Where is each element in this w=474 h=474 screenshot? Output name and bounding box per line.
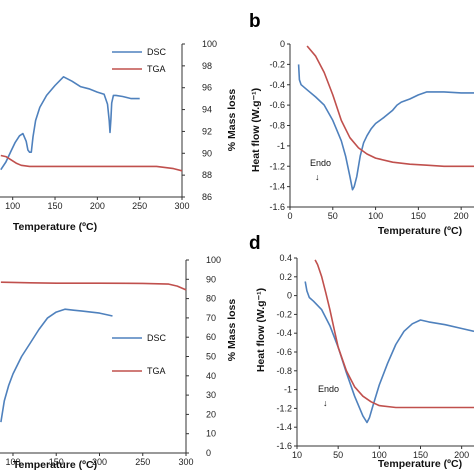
y-tick-label-d: 0.2	[279, 272, 292, 282]
x-tick-label-b: 200	[454, 211, 469, 221]
x-tick-label-d: 50	[333, 450, 343, 460]
y-tick-label-b: -0.8	[269, 121, 285, 131]
y-tick-label-b: -1.4	[269, 182, 285, 192]
series-line-dsc-a	[0, 76, 140, 171]
x-tick-label-c: 150	[49, 457, 64, 467]
y-tick-label-d: -1.2	[276, 403, 292, 413]
x-tick-label-b: 100	[368, 211, 383, 221]
y-right-tick-label-a: 94	[202, 105, 212, 115]
y-tick-label-d: -0.4	[276, 328, 292, 338]
x-tick-label-c: 250	[135, 457, 150, 467]
y-tick-label-b: -1.6	[269, 202, 285, 212]
x-tick-label-a: 300	[174, 201, 189, 211]
legend-label-tga-c: TGA	[147, 366, 166, 376]
endo-arrow-b: ↓	[315, 172, 320, 182]
x-axis-title-b: Temperature (ºC)	[378, 225, 462, 237]
x-tick-label-b: 0	[287, 211, 292, 221]
y-right-tick-label-c: 40	[206, 371, 216, 381]
series-line-tga-a	[0, 154, 183, 172]
x-tick-label-a: 100	[5, 201, 20, 211]
panel-b-letter: b	[249, 11, 261, 32]
y-right-tick-label-a: 86	[202, 192, 212, 202]
y-right-tick-label-c: 50	[206, 352, 216, 362]
x-tick-label-a: 200	[90, 201, 105, 211]
x-tick-label-c: 100	[5, 457, 20, 467]
y-tick-label-d: -1.6	[276, 441, 292, 451]
endo-annotation-d: Endo	[318, 384, 339, 394]
series-line-tga-b	[306, 45, 474, 168]
y-tick-label-b: -1.2	[269, 161, 285, 171]
x-axis-title-a: Temperature (ºC)	[13, 221, 97, 233]
endo-annotation-b: Endo	[310, 158, 331, 168]
x-tick-label-d: 100	[372, 450, 387, 460]
legend-label-dsc-c: DSC	[147, 333, 167, 343]
y-tick-label-b: 0	[280, 39, 285, 49]
y-right-tick-label-c: 20	[206, 409, 216, 419]
x-tick-label-c: 200	[92, 457, 107, 467]
y-right-tick-label-c: 60	[206, 332, 216, 342]
panel-d-letter: d	[249, 233, 261, 254]
legend-label-tga-a: TGA	[147, 64, 166, 74]
y-right-tick-label-c: 90	[206, 274, 216, 284]
panel-d: 10 50 100 150 200 0.4 0.2 0 -0.2 -0.4 -0.6 -0.8 -1 -1…	[255, 253, 474, 470]
x-tick-label-d: 10	[292, 450, 302, 460]
y-right-tick-label-a: 98	[202, 61, 212, 71]
y-tick-label-d: 0.4	[279, 253, 292, 263]
y-tick-label-d: -0.8	[276, 366, 292, 376]
x-tick-label-d: 200	[454, 450, 469, 460]
x-tick-label-a: 250	[132, 201, 147, 211]
endo-arrow-d: ↓	[323, 398, 328, 408]
y-axis-title-a: % Mass loss	[226, 89, 238, 152]
x-tick-label-d: 150	[413, 450, 428, 460]
y-right-tick-label-c: 100	[206, 255, 221, 265]
y-axis-title-c: % Mass loss	[226, 299, 238, 362]
x-axis-title-d: Temperature (ºC)	[378, 458, 462, 470]
y-right-tick-label-a: 90	[202, 148, 212, 158]
y-tick-label-d: -0.6	[276, 347, 292, 357]
series-line-dsc-b	[297, 64, 474, 191]
y-tick-label-b: -1	[277, 141, 285, 151]
panel-c: 100 150 200 250 300 0 10 20 30 40 50 60 70 80 90 100 % M…	[0, 255, 238, 471]
y-right-tick-label-a: 96	[202, 83, 212, 93]
y-right-tick-label-c: 30	[206, 390, 216, 400]
y-tick-label-b: -0.2	[269, 59, 285, 69]
y-right-tick-label-a: 88	[202, 170, 212, 180]
y-axis-title-b: Heat flow (W.g⁻¹)	[250, 88, 262, 172]
x-tick-label-b: 150	[411, 211, 426, 221]
y-tick-label-b: -0.4	[269, 80, 285, 90]
y-right-tick-label-c: 10	[206, 429, 216, 439]
y-tick-label-d: 0	[287, 291, 292, 301]
panel-a: 100 150 200 250 300 86 88 90 92 94 96 98 100 % Mass l…	[0, 39, 238, 233]
x-tick-label-c: 300	[178, 457, 193, 467]
y-tick-label-b: -0.6	[269, 100, 285, 110]
series-line-tga-c	[0, 281, 187, 291]
series-line-dsc-c	[0, 308, 113, 423]
series-line-dsc-d	[304, 281, 474, 424]
panel-b: 0 50 100 150 200 0 -0.2 -0.4 -0.6 -0.8 -1 -1.2 -1.4 -…	[250, 39, 474, 237]
legend-label-dsc-a: DSC	[147, 47, 167, 57]
x-tick-label-b: 50	[328, 211, 338, 221]
y-tick-label-d: -1.4	[276, 422, 292, 432]
x-tick-label-a: 150	[48, 201, 63, 211]
y-right-tick-label-a: 100	[202, 39, 217, 49]
y-axis-title-d: Heat flow (W.g⁻¹)	[255, 288, 267, 372]
y-right-tick-label-c: 0	[206, 448, 211, 458]
y-tick-label-d: -1	[284, 385, 292, 395]
y-right-tick-label-c: 80	[206, 294, 216, 304]
x-axis-title-c: Temperature (ºC)	[13, 459, 97, 471]
y-right-tick-label-c: 70	[206, 313, 216, 323]
series-line-tga-d	[314, 259, 474, 409]
y-tick-label-d: -0.2	[276, 309, 292, 319]
y-right-tick-label-a: 92	[202, 126, 212, 136]
